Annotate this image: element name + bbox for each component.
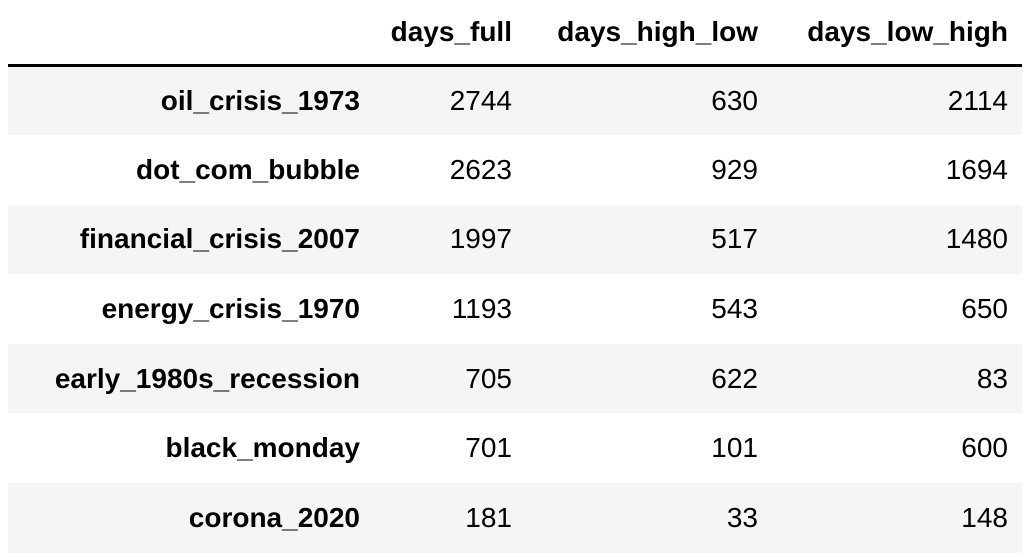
table-header: days_full days_high_low days_low_high (8, 0, 1022, 67)
table-row: black_monday 701 101 600 (8, 413, 1022, 484)
cell-days-low-high: 148 (961, 501, 1008, 533)
cell-days-low-high: 600 (961, 432, 1008, 464)
row-index-label: oil_crisis_1973 (160, 85, 360, 117)
column-header-days-low-high: days_low_high (772, 0, 1022, 67)
cell-days-full: 181 (465, 501, 512, 533)
dataframe-table: days_full days_high_low days_low_high oi… (8, 0, 1022, 553)
row-index-label: corona_2020 (188, 501, 360, 533)
table-row: financial_crisis_2007 1997 517 1480 (8, 204, 1022, 275)
cell-days-high-low: 630 (711, 85, 758, 117)
column-header-days-full: days_full (366, 0, 526, 67)
cell-days-high-low: 622 (711, 362, 758, 394)
row-index-label: early_1980s_recession (54, 362, 360, 394)
cell-days-full: 1997 (449, 223, 512, 255)
cell-days-high-low: 543 (711, 293, 758, 325)
table-row: oil_crisis_1973 2744 630 2114 (8, 65, 1022, 136)
column-header-days-high-low: days_high_low (526, 0, 772, 67)
row-index-label: energy_crisis_1970 (101, 293, 360, 325)
header-row: days_full days_high_low days_low_high (8, 0, 1022, 67)
cell-days-low-high: 1694 (945, 153, 1008, 185)
cell-days-low-high: 2114 (947, 85, 1008, 117)
cell-days-full: 701 (465, 432, 512, 464)
cell-days-full: 1193 (451, 293, 512, 325)
cell-days-full: 2744 (449, 85, 512, 117)
row-index-label: dot_com_bubble (135, 153, 360, 185)
table-row: energy_crisis_1970 1193 543 650 (8, 274, 1022, 344)
table-row: dot_com_bubble 2623 929 1694 (8, 135, 1022, 205)
cell-days-low-high: 650 (961, 293, 1008, 325)
table-body: oil_crisis_1973 2744 630 2114 dot_com_bu… (8, 65, 1022, 553)
index-header (8, 0, 366, 67)
cell-days-high-low: 101 (711, 432, 758, 464)
cell-days-low-high: 1480 (945, 223, 1008, 255)
cell-days-high-low: 517 (711, 223, 758, 255)
cell-days-full: 705 (465, 362, 512, 394)
row-index-label: black_monday (165, 432, 360, 464)
table-row: early_1980s_recession 705 622 83 (8, 343, 1022, 414)
row-index-label: financial_crisis_2007 (79, 223, 360, 255)
cell-days-high-low: 33 (726, 501, 758, 533)
cell-days-full: 2623 (449, 153, 512, 185)
cell-days-low-high: 83 (976, 362, 1008, 394)
table-row: corona_2020 181 33 148 (8, 483, 1022, 553)
cell-days-high-low: 929 (711, 153, 758, 185)
